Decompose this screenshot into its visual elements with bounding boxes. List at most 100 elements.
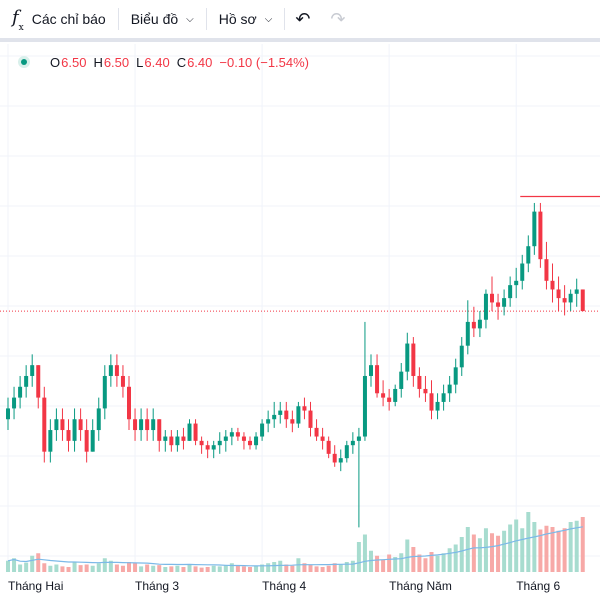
candle-body	[211, 445, 216, 450]
candle-body	[151, 419, 156, 431]
candle-body	[465, 321, 470, 346]
market-status-dot-icon[interactable]	[18, 56, 30, 68]
candle-body	[580, 289, 585, 312]
volume-bar	[60, 566, 65, 572]
candle-body	[320, 436, 325, 441]
chart-toolbar: fx Các chỉ báo Biểu đồ ⌵ Hồ sơ ⌵ ↶ ↷	[0, 0, 600, 38]
candle-body	[169, 436, 174, 446]
x-axis-label: Tháng Hai	[8, 579, 63, 593]
volume-bar	[344, 562, 349, 572]
candle-body	[423, 388, 428, 394]
chevron-down-icon: ⌵	[264, 13, 273, 25]
candle-body	[120, 375, 125, 387]
candle-body	[441, 393, 446, 402]
volume-bar	[139, 566, 144, 572]
volume-bar	[42, 563, 47, 572]
candle-body	[66, 430, 71, 441]
x-axis-label: Tháng 3	[135, 579, 179, 593]
volume-bar	[417, 554, 422, 572]
candle-body	[483, 293, 488, 320]
candle-body	[496, 302, 501, 307]
undo-icon[interactable]: ↶	[295, 8, 311, 29]
candle-body	[532, 211, 537, 247]
close-key: C	[176, 54, 187, 70]
volume-bar	[393, 557, 398, 572]
candle-body	[338, 458, 343, 463]
volume-bar	[30, 555, 35, 572]
redo-icon[interactable]: ↷	[330, 8, 346, 29]
candle-body	[72, 419, 77, 441]
candle-body	[54, 419, 59, 431]
candle-body	[369, 365, 373, 376]
volume-bar	[235, 565, 240, 572]
candle-body	[223, 436, 228, 441]
change-value: −0.10 (−1.54%)	[219, 54, 310, 70]
volume-bar	[514, 519, 519, 572]
volume-bar	[381, 559, 386, 572]
candle-body	[108, 365, 113, 376]
volume-bar	[532, 522, 537, 572]
candle-body	[429, 393, 434, 411]
open-key: O	[50, 54, 61, 70]
candle-body	[296, 406, 301, 424]
candle-body	[84, 430, 89, 452]
volume-bar	[66, 567, 71, 572]
candle-body	[254, 436, 259, 446]
candle-body	[78, 419, 83, 431]
volume-bar	[187, 564, 192, 572]
candle-body	[205, 445, 210, 450]
candle-body	[48, 430, 53, 452]
volume-bar	[133, 563, 138, 572]
volume-bar	[127, 562, 131, 572]
candle-body	[199, 440, 204, 446]
candle-body	[411, 343, 416, 376]
candle-body	[278, 410, 283, 415]
candle-body	[175, 436, 180, 446]
volume-bar	[290, 565, 295, 572]
volume-bar	[54, 564, 59, 572]
volume-bar	[48, 565, 53, 572]
volume-bar	[490, 533, 494, 572]
candle-body	[526, 246, 531, 264]
candle-body	[447, 384, 452, 394]
candle-body	[60, 419, 65, 431]
function-fx-icon: fx	[12, 7, 24, 33]
volume-bar	[157, 565, 162, 572]
indicators-button[interactable]: fx Các chỉ báo	[0, 0, 118, 38]
volume-bar	[308, 564, 313, 572]
candle-body	[520, 263, 525, 281]
candle-body	[229, 432, 234, 437]
volume-bar	[556, 530, 561, 572]
volume-bar	[211, 565, 216, 572]
candle-body	[248, 440, 252, 446]
volume-bar	[78, 565, 83, 572]
candle-body	[260, 423, 265, 437]
chart-type-dropdown[interactable]: Biểu đồ ⌵	[119, 0, 206, 38]
candle-body	[90, 430, 95, 452]
price-chart[interactable]: Tháng Hai Tháng 3 Tháng 4 Tháng Năm Tháng 6	[0, 44, 600, 600]
volume-bar	[151, 565, 156, 572]
candle-body	[350, 440, 355, 446]
profile-dropdown[interactable]: Hồ sơ ⌵	[207, 0, 285, 38]
candle-body	[36, 365, 41, 398]
volume-bar	[84, 564, 89, 572]
volume-bar	[520, 528, 525, 572]
candle-body	[139, 419, 144, 431]
candle-body	[459, 345, 464, 368]
volume-bar	[459, 537, 464, 572]
candle-body	[375, 365, 380, 394]
volume-bar	[72, 562, 77, 572]
candle-body	[235, 432, 240, 437]
volume-bar	[544, 525, 549, 572]
volume-bar	[266, 563, 271, 572]
volume-bar	[508, 524, 513, 572]
toolbar-separator	[284, 8, 286, 30]
volume-bar	[350, 560, 355, 572]
volume-bar	[181, 567, 186, 572]
volume-bar	[441, 553, 446, 572]
volume-bar	[272, 562, 277, 572]
volume-bar	[241, 566, 246, 572]
volume-bar	[145, 564, 150, 572]
toolbar-separator	[205, 8, 207, 30]
candle-body	[574, 289, 579, 294]
